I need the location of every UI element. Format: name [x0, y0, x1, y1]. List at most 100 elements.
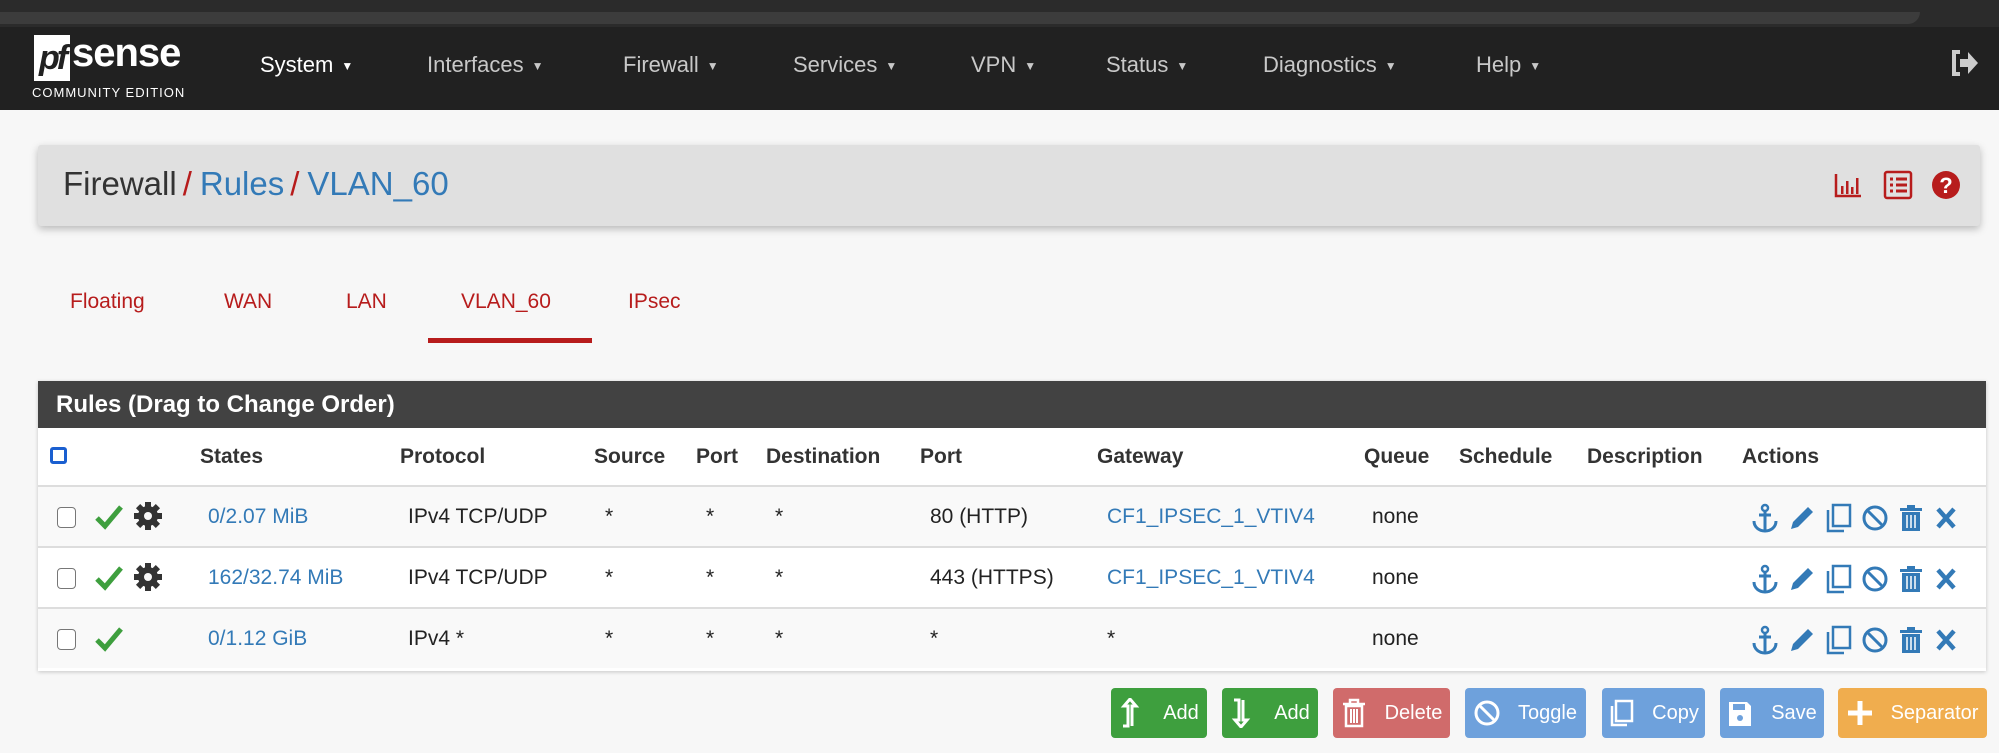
breadcrumb-rules[interactable]: Rules: [199, 165, 285, 202]
check-icon[interactable]: [94, 564, 124, 592]
col-source-port: Port: [696, 445, 738, 468]
destination-port-cell: 443 (HTTPS): [930, 566, 1054, 589]
caret-down-icon: ▼: [1176, 59, 1189, 74]
plus-icon: [1847, 701, 1872, 725]
toggle-button[interactable]: Toggle: [1465, 688, 1586, 738]
delete-button[interactable]: Delete: [1333, 688, 1450, 738]
destination-cell: *: [775, 566, 784, 589]
pfsense-logo[interactable]: pf sense COMMUNITY EDITION: [32, 31, 212, 105]
pencil-icon[interactable]: [1791, 568, 1813, 590]
caret-down-icon: ▼: [1529, 59, 1542, 74]
destination-port-cell: 80 (HTTP): [930, 505, 1029, 528]
row-checkbox[interactable]: [57, 629, 76, 650]
logo-pf: pf: [34, 35, 70, 81]
check-icon[interactable]: [94, 625, 124, 653]
source-port-cell: *: [706, 627, 715, 650]
source-port-cell: *: [706, 566, 715, 589]
logo-sense: sense: [72, 31, 181, 75]
copy-button[interactable]: Copy: [1602, 688, 1705, 738]
save-button[interactable]: Save: [1720, 688, 1824, 738]
table-row[interactable]: 0/2.07 MiB IPv4 TCP/UDP * * * 80 (HTTP) CF1_IP…: [38, 485, 1986, 546]
trash-icon: [1342, 698, 1365, 728]
trash-icon[interactable]: [1900, 505, 1922, 531]
sign-out-icon[interactable]: [1950, 48, 1978, 78]
panel-title: Rules (Drag to Change Order): [38, 381, 1986, 428]
ban-icon[interactable]: [1862, 627, 1888, 653]
tab-ipsec[interactable]: IPsec: [628, 290, 681, 313]
nav-system[interactable]: System ▼: [260, 52, 354, 77]
copy-icon[interactable]: [1826, 625, 1852, 655]
times-icon[interactable]: [1936, 507, 1956, 529]
row-checkbox[interactable]: [57, 568, 76, 589]
select-all-checkbox[interactable]: [50, 447, 67, 464]
nav-diagnostics[interactable]: Diagnostics ▼: [1263, 52, 1397, 77]
times-icon[interactable]: [1936, 629, 1956, 651]
breadcrumb-vlan60[interactable]: VLAN_60: [307, 165, 449, 202]
trash-icon[interactable]: [1900, 627, 1922, 653]
nav-vpn[interactable]: VPN ▼: [971, 52, 1037, 77]
queue-cell: none: [1372, 505, 1419, 528]
active-tab-indicator: [428, 338, 592, 343]
col-states: States: [200, 445, 264, 468]
nav-help[interactable]: Help ▼: [1476, 52, 1542, 77]
col-gateway: Gateway: [1097, 445, 1184, 468]
logo-edition: COMMUNITY EDITION: [32, 85, 186, 100]
list-icon[interactable]: [1883, 170, 1913, 200]
gateway-cell[interactable]: CF1_IPSEC_1_VTIV4: [1107, 566, 1315, 589]
trash-icon[interactable]: [1900, 566, 1922, 592]
protocol-cell: IPv4 *: [408, 627, 465, 650]
copy-icon[interactable]: [1826, 503, 1852, 533]
bar-chart-icon[interactable]: [1833, 170, 1863, 200]
row-checkbox[interactable]: [57, 507, 76, 528]
add-top-button[interactable]: Add: [1111, 688, 1207, 738]
table-row[interactable]: 0/1.12 GiB IPv4 * * * * * * none: [38, 607, 1986, 668]
gateway-cell[interactable]: CF1_IPSEC_1_VTIV4: [1107, 505, 1315, 528]
check-icon[interactable]: [94, 503, 124, 531]
row-actions: [1752, 625, 1956, 655]
caret-down-icon: ▼: [1384, 59, 1397, 74]
states-link[interactable]: 0/1.12 GiB: [208, 627, 308, 650]
caret-down-icon: ▼: [531, 59, 544, 74]
tab-lan[interactable]: LAN: [346, 290, 387, 313]
table-row[interactable]: 162/32.74 MiB IPv4 TCP/UDP * * * 443 (HTTPS) C…: [38, 546, 1986, 607]
queue-cell: none: [1372, 566, 1419, 589]
gear-icon[interactable]: [133, 562, 163, 592]
arrow-down-icon: [1231, 698, 1251, 728]
destination-cell: *: [775, 505, 784, 528]
col-schedule: Schedule: [1459, 445, 1553, 468]
col-description: Description: [1587, 445, 1703, 468]
caret-down-icon: ▼: [885, 59, 898, 74]
add-bottom-button[interactable]: Add: [1222, 688, 1318, 738]
col-queue: Queue: [1364, 445, 1430, 468]
copy-icon[interactable]: [1826, 564, 1852, 594]
nav-interfaces[interactable]: Interfaces ▼: [427, 52, 544, 77]
pencil-icon[interactable]: [1791, 507, 1813, 529]
ban-icon: [1474, 700, 1500, 726]
browser-chrome: [0, 0, 1999, 27]
gear-icon[interactable]: [133, 501, 163, 531]
nav-firewall[interactable]: Firewall ▼: [623, 52, 719, 77]
breadcrumb-separator: /: [290, 165, 300, 202]
states-link[interactable]: 162/32.74 MiB: [208, 566, 344, 589]
help-icon[interactable]: ?: [1931, 170, 1961, 200]
anchor-icon[interactable]: [1752, 625, 1778, 655]
navbar: [0, 27, 1999, 110]
anchor-icon[interactable]: [1752, 564, 1778, 594]
ban-icon[interactable]: [1862, 566, 1888, 592]
col-actions: Actions: [1742, 445, 1820, 468]
tab-wan[interactable]: WAN: [224, 290, 273, 313]
col-source: Source: [594, 445, 666, 468]
tab-floating[interactable]: Floating: [70, 290, 145, 313]
add-separator-button[interactable]: Separator: [1838, 688, 1987, 738]
nav-services[interactable]: Services ▼: [793, 52, 898, 77]
times-icon[interactable]: [1936, 568, 1956, 590]
anchor-icon[interactable]: [1752, 503, 1778, 533]
breadcrumb-separator: /: [182, 165, 192, 202]
ban-icon[interactable]: [1862, 505, 1888, 531]
states-link[interactable]: 0/2.07 MiB: [208, 505, 309, 528]
caret-down-icon: ▼: [706, 59, 719, 74]
caret-down-icon: ▼: [1024, 59, 1037, 74]
tab-vlan60[interactable]: VLAN_60: [461, 290, 551, 313]
pencil-icon[interactable]: [1791, 629, 1813, 651]
nav-status[interactable]: Status ▼: [1106, 52, 1189, 77]
